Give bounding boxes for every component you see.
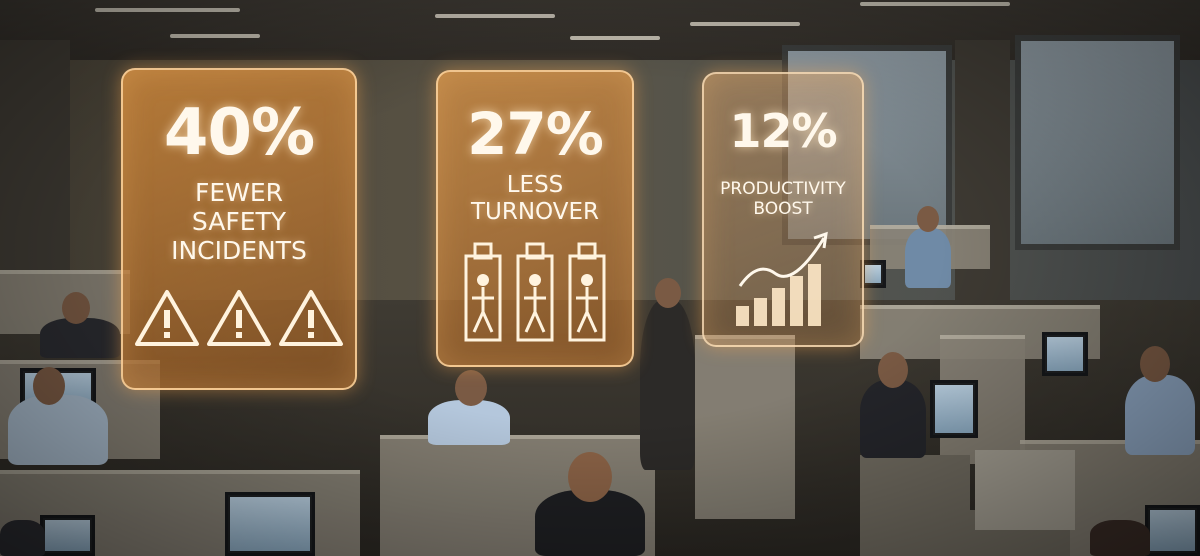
computer-monitor [1145,505,1200,556]
ceiling-light [170,34,260,38]
stat-label-line: BOOST [753,198,813,219]
stat-value: 12% [729,104,837,158]
ceiling-light [690,22,800,26]
person-badge-icon [464,242,502,342]
computer-monitor [225,492,315,556]
office-worker [1125,375,1195,455]
stat-label: LESS TURNOVER [438,172,632,225]
person-badge-icons [438,242,632,342]
ceiling-light [95,8,240,12]
office-worker [905,228,951,288]
computer-monitor [1042,332,1088,376]
stat-card-safety: 40% FEWER SAFETY INCIDENTS [121,68,357,390]
office-worker [40,318,120,358]
stat-label-line: FEWER [194,178,284,207]
worker-head [1140,346,1170,382]
stat-card-productivity: 12% PRODUCTIVITY BOOST [702,72,864,347]
worker-head [655,278,681,308]
computer-monitor [930,380,978,438]
growth-chart-icon-wrap [704,224,862,334]
warning-triangle-icon [279,290,343,346]
ceiling-light [570,36,660,40]
office-worker [1090,520,1150,556]
office-worker [0,520,45,556]
warning-icons [123,288,355,348]
person-badge-icon [516,242,554,342]
worker-head [568,452,612,502]
ceiling-light [860,2,1010,6]
stat-value: 27% [467,100,604,168]
stat-label: PRODUCTIVITY BOOST [704,179,862,219]
warning-triangle-icon [207,290,271,346]
computer-monitor [860,260,886,288]
worker-head [455,370,487,406]
printer [975,450,1075,530]
stat-label: FEWER SAFETY INCIDENTS [123,178,355,265]
bar-chart-upward-arrow-icon [736,231,828,326]
walking-worker [640,300,695,470]
stat-label-line: SAFETY [191,207,287,236]
office-worker [8,395,108,465]
worker-head [917,206,939,232]
worker-head [878,352,908,388]
office-worker [428,400,510,445]
stat-value: 40% [163,96,315,170]
warning-triangle-icon [135,290,199,346]
stat-label-line: LESS [506,172,564,198]
cubicle-wall [695,335,795,519]
worker-head [62,292,90,324]
person-badge-icon [568,242,606,342]
worker-head [33,367,65,405]
stat-label-line: INCIDENTS [171,236,307,265]
stat-label-line: PRODUCTIVITY [720,179,846,199]
ceiling-light [435,14,555,18]
computer-monitor [40,515,95,556]
stat-card-turnover: 27% LESS TURNOVER [436,70,634,367]
stat-label-line: TURNOVER [470,198,600,225]
office-worker [860,380,926,458]
window [1015,35,1180,250]
